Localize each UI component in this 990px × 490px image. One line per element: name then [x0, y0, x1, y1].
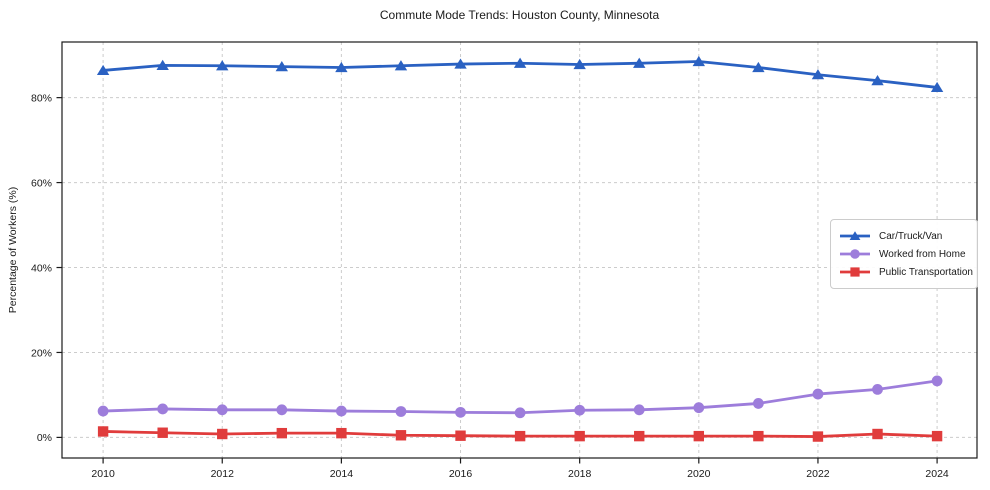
y-tick-label: 0%	[37, 432, 52, 444]
legend: Car/Truck/Van Worked from Home Public Tran…	[830, 219, 978, 289]
circle-marker	[693, 402, 705, 414]
square-marker	[574, 430, 585, 442]
x-tick-label: 2014	[330, 468, 354, 480]
triangle-marker	[752, 61, 765, 73]
circle-marker	[633, 404, 645, 416]
triangle-marker	[454, 58, 467, 69]
triangle-marker	[275, 61, 289, 72]
triangle-marker	[156, 59, 169, 70]
square-marker	[753, 430, 764, 442]
triangle-marker	[216, 60, 229, 71]
circle-marker	[574, 404, 586, 416]
circle-marker	[276, 404, 288, 416]
circle-marker	[157, 403, 169, 415]
circle-marker	[812, 388, 824, 400]
y-tick-label: 20%	[31, 347, 52, 359]
x-tick-label: 2022	[806, 468, 830, 480]
triangle-marker	[811, 69, 825, 80]
y-tick-label: 60%	[31, 177, 52, 189]
circle-marker	[335, 405, 347, 417]
x-tick-label: 2024	[925, 468, 949, 480]
legend-marker-square-icon	[840, 267, 870, 277]
x-tick-label: 2012	[211, 468, 235, 480]
y-tick-label: 80%	[31, 92, 52, 104]
chart-title: Commute Mode Trends: Houston County, Min…	[379, 8, 660, 22]
square-marker	[931, 430, 943, 442]
triangle-marker	[335, 61, 348, 73]
x-tick-label: 2018	[568, 468, 592, 480]
triangle-marker	[96, 64, 110, 76]
triangle-marker	[871, 75, 884, 86]
legend-label: Public Transportation	[879, 266, 973, 278]
legend-marker-circle-icon	[840, 249, 870, 259]
triangle-marker	[394, 60, 408, 71]
triangle-marker	[930, 81, 944, 93]
square-marker	[812, 431, 824, 442]
square-marker	[514, 430, 526, 442]
square-marker	[634, 430, 645, 442]
square-marker	[693, 430, 705, 442]
x-tick-label: 2016	[449, 468, 473, 480]
square-marker	[336, 427, 347, 439]
legend-item: Car/Truck/Van	[839, 227, 969, 245]
circle-marker	[455, 406, 466, 418]
legend-label: Worked from Home	[879, 248, 966, 260]
square-marker	[217, 428, 228, 440]
circle-marker	[514, 407, 526, 419]
square-marker	[395, 430, 407, 441]
square-marker	[872, 428, 883, 440]
circle-marker	[752, 398, 764, 409]
triangle-marker	[513, 57, 527, 68]
legend-item: Worked from Home	[839, 245, 969, 263]
triangle-marker	[573, 58, 586, 70]
circle-marker	[395, 406, 407, 417]
circle-marker	[216, 404, 228, 416]
legend-item: Public Transportation	[839, 263, 973, 281]
circle-marker	[97, 405, 109, 417]
triangle-marker	[692, 55, 706, 67]
legend-label: Car/Truck/Van	[879, 230, 943, 242]
y-axis-label: Percentage of Workers (%)	[7, 186, 19, 314]
y-tick-label: 40%	[31, 262, 52, 274]
x-tick-label: 2010	[91, 468, 115, 480]
circle-marker	[872, 384, 883, 395]
legend-marker-triangle-icon	[840, 231, 870, 240]
x-tick-label: 2020	[687, 468, 711, 480]
square-marker	[97, 426, 109, 437]
square-marker	[276, 427, 288, 439]
triangle-marker	[633, 57, 646, 68]
circle-marker	[931, 375, 943, 387]
square-marker	[455, 430, 466, 441]
square-marker	[157, 427, 168, 438]
